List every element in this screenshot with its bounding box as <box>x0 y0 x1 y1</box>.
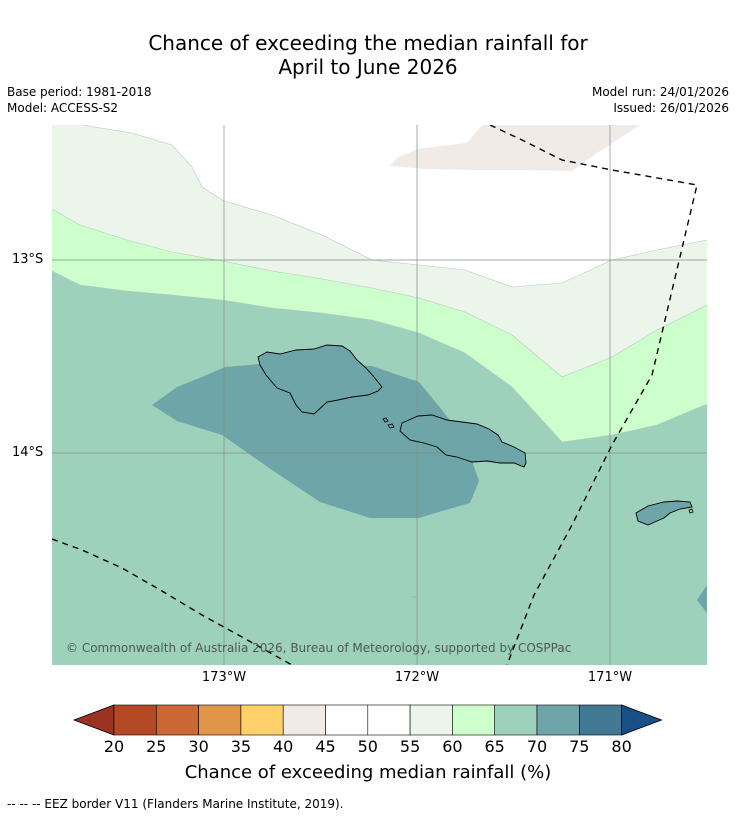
colorbar-cell <box>240 704 284 736</box>
colorbar-tick-label: 50 <box>357 737 378 756</box>
band-40-45 <box>390 125 640 171</box>
colorbar-tick-label: 45 <box>315 737 336 756</box>
eez-footnote: -- -- -- EEZ border V11 (Flanders Marine… <box>7 797 344 811</box>
colorbar-tick-label: 30 <box>188 737 209 756</box>
meta-right: Model run: 24/01/2026 Issued: 26/01/2026 <box>592 84 729 116</box>
band-70-75-edge <box>697 585 707 613</box>
lon-label-171w: 171°W <box>587 670 633 685</box>
colorbar-tick-label: 20 <box>103 737 125 756</box>
island-upolu <box>399 414 527 468</box>
map-canvas <box>52 125 707 665</box>
colorbar-tick-label: 80 <box>611 737 632 756</box>
eez-border <box>52 125 698 665</box>
colorbar-cell <box>494 704 538 736</box>
colorbar-tick-label: 55 <box>399 737 421 756</box>
colorbar-cell <box>452 704 495 736</box>
chart-title: Chance of exceeding the median rainfall … <box>0 31 736 79</box>
island-tutuila <box>635 500 693 526</box>
lon-label-173w: 173°W <box>201 670 247 685</box>
colorbar-tick-label: 75 <box>569 737 590 756</box>
map <box>52 125 707 665</box>
island-manono <box>382 417 395 429</box>
contour-lines <box>52 125 707 443</box>
colorbar-cell <box>113 704 157 736</box>
colorbar-tick-label: 60 <box>442 737 463 756</box>
meta-left: Base period: 1981-2018 Model: ACCESS-S2 <box>7 84 152 116</box>
model-run: Model run: 24/01/2026 <box>591 85 729 99</box>
colorbar-cell <box>536 704 580 736</box>
colorbar-tick-label: 65 <box>484 737 505 756</box>
colorbar-tick-label: 35 <box>230 737 252 756</box>
colorbar-tick-label: 70 <box>526 737 548 756</box>
colorbar-cell <box>578 704 622 736</box>
island-aunuu <box>688 508 694 514</box>
colorbar-cell <box>409 704 453 736</box>
lon-label-172w: 172°W <box>394 670 440 685</box>
colorbar-label: Chance of exceeding median rainfall (%) <box>184 762 552 783</box>
graticule <box>52 125 707 665</box>
colorbar-cell <box>156 704 199 736</box>
colorbar-extend-high <box>621 704 663 736</box>
base-period: Base period: 1981-2018 <box>7 85 152 99</box>
colorbar-tick-label: 25 <box>146 737 167 756</box>
island-savaii <box>257 344 383 415</box>
lat-label-13s: 13°S <box>12 252 44 267</box>
colorbar <box>72 704 663 736</box>
colorbar-tick-label: 40 <box>273 737 294 756</box>
issued-date: Issued: 26/01/2026 <box>613 101 729 115</box>
colorbar-cell <box>367 704 411 736</box>
colorbar-extend-low <box>72 704 115 736</box>
colorbar-cell <box>325 704 369 736</box>
colorbar-cell <box>198 704 242 736</box>
copyright-notice: © Commonwealth of Australia 2026, Bureau… <box>66 641 572 655</box>
title-line-2: April to June 2026 <box>278 55 458 79</box>
colorbar-cell <box>282 704 326 736</box>
band-70-75 <box>152 363 479 518</box>
lat-label-14s: 14°S <box>12 445 44 460</box>
model-name: Model: ACCESS-S2 <box>7 101 119 115</box>
title-line-1: Chance of exceeding the median rainfall … <box>148 31 588 55</box>
